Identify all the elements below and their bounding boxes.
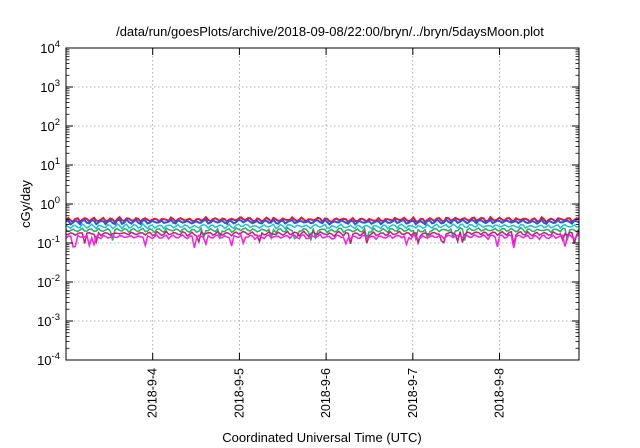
x-axis: 2018-9-4 2018-9-5 2018-9-6 2018-9-7 2018-9-8 (146, 48, 507, 418)
y-tick-label: 101 (40, 156, 60, 173)
y-tick-label: 103 (40, 78, 60, 95)
series-line (65, 233, 580, 249)
plot-area (65, 215, 580, 249)
y-tick-label: 10-1 (37, 234, 60, 251)
y-axis-label: cGy/day (18, 180, 33, 228)
series-line (65, 217, 580, 226)
x-tick-label: 2018-9-4 (146, 368, 160, 418)
x-tick-label: 2018-9-7 (406, 368, 420, 418)
grid (66, 48, 579, 360)
y-tick-label: 100 (40, 195, 60, 212)
y-axis: 10-4 10-3 10-2 10-1 100 101 102 103 104 (37, 39, 579, 368)
x-tick-label: 2018-9-6 (319, 368, 333, 418)
y-tick-label: 10-3 (37, 312, 60, 329)
x-tick-label: 2018-9-5 (232, 368, 246, 418)
y-tick-label: 10-4 (37, 351, 60, 368)
x-tick-label: 2018-9-8 (493, 368, 507, 418)
y-tick-label: 102 (40, 117, 60, 134)
x-axis-label: Coordinated Universal Time (UTC) (222, 430, 421, 445)
series-line (65, 222, 580, 231)
y-tick-label: 104 (40, 39, 60, 56)
series-line (65, 226, 580, 242)
chart-title: /data/run/goesPlots/archive/2018-09-08/2… (116, 24, 544, 39)
y-tick-label: 10-2 (37, 273, 60, 290)
series-line (65, 229, 580, 246)
